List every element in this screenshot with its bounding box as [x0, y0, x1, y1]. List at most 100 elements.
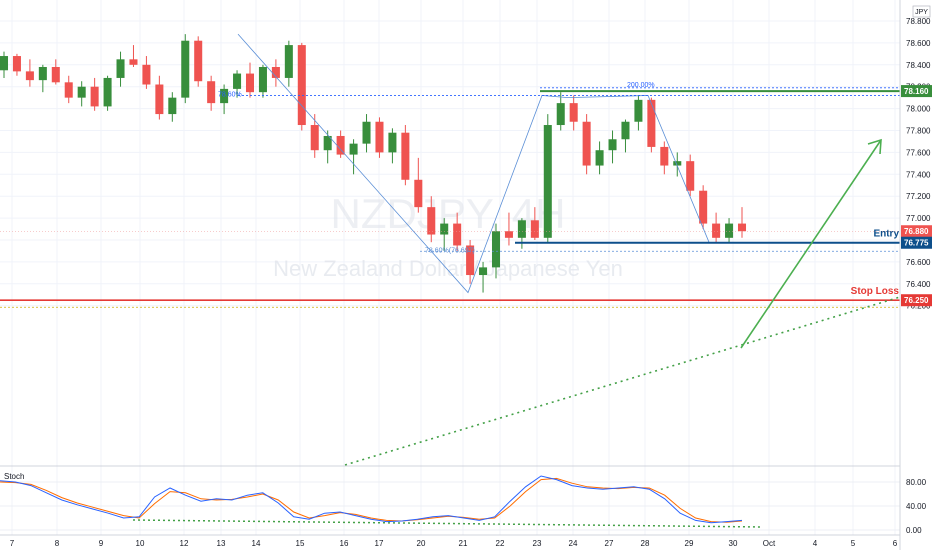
candle — [0, 51, 9, 78]
price-axis[interactable]: JPY 78.80078.60078.40078.20078.00077.800… — [899, 0, 932, 550]
time-tick-label: 12 — [180, 539, 189, 548]
candle — [349, 139, 358, 175]
candle-body — [155, 84, 164, 115]
stoch-k-line — [0, 475, 743, 524]
time-axis[interactable]: 7 8 9 10 12 13 14 15 16 17 20 21 22 23 24 27 28 29 30 Oct 4 5… — [0, 534, 900, 548]
candle-body — [517, 220, 526, 238]
candle-body — [220, 88, 229, 104]
candle — [582, 114, 591, 175]
candle — [90, 77, 99, 111]
candle-body — [686, 161, 695, 191]
price-tag — [901, 294, 932, 307]
price-tag — [901, 225, 932, 238]
price-tick-label: 77.000 — [906, 214, 931, 223]
candle-body — [64, 82, 73, 98]
time-tick-label: 14 — [252, 539, 261, 548]
stoch-tick-label: 0.00 — [906, 526, 922, 535]
drawing-tools[interactable]: 78.60% 200.00% 78.60%(76.697) Entry Stop Los… — [0, 33, 901, 466]
candle — [310, 114, 319, 158]
support-trendline — [344, 296, 901, 466]
harmonic-pattern-lines — [237, 33, 710, 294]
candle-body — [699, 190, 708, 224]
candle-body — [712, 223, 721, 238]
candle — [12, 53, 21, 76]
candle — [712, 212, 721, 243]
time-tick-label: 4 — [813, 539, 818, 548]
candle-body — [504, 231, 513, 238]
candle — [543, 114, 552, 243]
time-tick-label: 10 — [136, 539, 145, 548]
candle — [207, 75, 216, 111]
candle — [220, 84, 229, 115]
candle — [725, 218, 734, 243]
candle — [647, 97, 656, 153]
candle-body — [647, 99, 656, 147]
candle-body — [543, 125, 552, 238]
time-tick-label: 24 — [569, 539, 578, 548]
candle — [64, 75, 73, 104]
candle-body — [362, 121, 371, 144]
candle-body — [466, 245, 475, 276]
candle — [103, 75, 112, 111]
time-tick-label: 9 — [99, 539, 104, 548]
time-tick-label: 13 — [217, 539, 226, 548]
currency-box[interactable] — [912, 5, 931, 18]
candle — [595, 141, 604, 175]
stoch-grid — [0, 481, 900, 531]
candle — [479, 261, 488, 293]
main-pane[interactable]: NZDJPY, 4H New Zealand Dollar / Japanese… — [0, 0, 901, 535]
candle — [427, 196, 436, 243]
candle-body — [660, 146, 669, 166]
price-tick-label: 77.200 — [906, 192, 931, 201]
candle-body — [194, 40, 203, 82]
candle-body — [168, 97, 177, 115]
price-tick-label: 77.600 — [906, 148, 931, 157]
candle-body — [725, 223, 734, 238]
projection-arrow-head — [867, 138, 882, 155]
price-tags: 78.160 76.880 76.775 76.250 — [901, 85, 932, 307]
candle-body — [491, 231, 501, 268]
price-tick-label: 78.000 — [906, 105, 931, 114]
candle-body — [440, 223, 449, 235]
candle-body — [388, 132, 397, 153]
candle — [414, 157, 423, 213]
candle-body — [737, 223, 747, 232]
stoch-pane[interactable]: Stoch — [0, 472, 900, 531]
candle — [401, 125, 410, 186]
candle-body — [673, 161, 682, 166]
stoch-series — [0, 475, 763, 528]
candle-body — [556, 103, 565, 126]
candle-body — [129, 59, 138, 65]
fib-786-label: 78.60% — [218, 91, 242, 98]
vertical-grid — [11, 0, 896, 535]
candle — [569, 95, 578, 131]
price-tick-label: 77.400 — [906, 170, 931, 179]
candle — [181, 34, 190, 104]
candle — [504, 212, 513, 246]
time-tick-label: 5 — [851, 539, 856, 548]
candle-body — [90, 86, 99, 107]
watermark-name: New Zealand Dollar / Japanese Yen — [273, 256, 623, 281]
candle-body — [245, 73, 255, 93]
candle — [77, 81, 86, 107]
candle — [336, 130, 345, 158]
candle-body — [375, 121, 384, 153]
candle-body — [51, 66, 60, 83]
candle — [530, 207, 539, 240]
candle — [673, 152, 682, 177]
candle-body — [427, 207, 436, 235]
candle — [453, 212, 462, 251]
candle — [284, 40, 293, 87]
candle — [194, 36, 203, 87]
price-tag — [901, 85, 932, 98]
candle-body — [12, 56, 21, 72]
time-tick-label: 23 — [533, 539, 542, 548]
price-tag — [901, 236, 932, 249]
candle-body — [233, 73, 242, 89]
candle-body — [0, 56, 9, 71]
stoch-d-line — [0, 477, 743, 523]
candle — [38, 64, 47, 93]
price-tick-label: 76.600 — [906, 258, 931, 267]
horizontal-grid — [0, 20, 900, 307]
